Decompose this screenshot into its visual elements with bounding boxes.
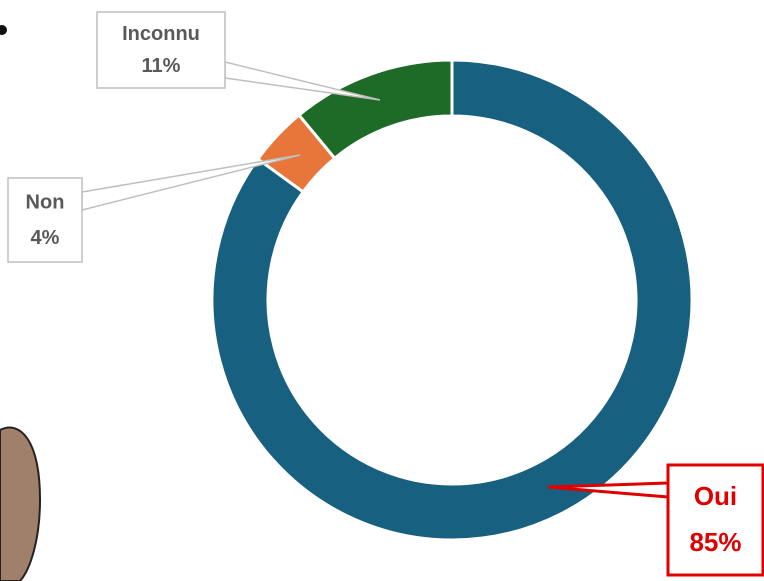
label-name: Non <box>26 191 65 213</box>
chart: Oui 85% Non 4% Inconnu 11% <box>0 0 764 581</box>
label-name: Inconnu <box>122 23 200 45</box>
label-value: 11% <box>142 55 181 77</box>
label-value: 4% <box>31 227 60 249</box>
label-value: 85% <box>689 527 741 557</box>
decoration-figure <box>0 428 40 581</box>
label-name: Oui <box>694 481 737 511</box>
decoration-dot <box>0 25 7 35</box>
donut-slice <box>299 60 452 158</box>
